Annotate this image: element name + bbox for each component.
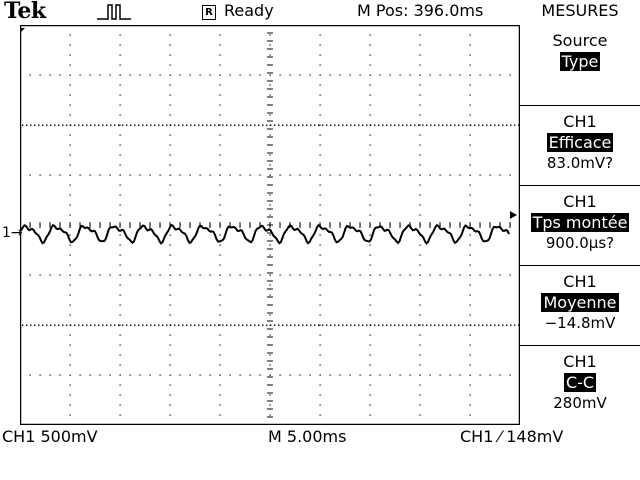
measure-4-button[interactable]: CH1 C-C 280mV	[520, 345, 640, 423]
measure-3-button[interactable]: CH1 Moyenne −14.8mV	[520, 265, 640, 343]
measure-2-button[interactable]: CH1 Tps montée 900.0µs?	[520, 185, 640, 263]
button-label: CH1	[563, 352, 597, 371]
trigger-pulse-icon	[97, 4, 131, 20]
status-text: Ready	[224, 1, 274, 20]
run-state-icon: R	[202, 5, 216, 20]
button-selection: Efficace	[546, 133, 614, 152]
acquisition-status: R Ready	[202, 1, 274, 20]
measure-value: 280mV	[553, 394, 607, 412]
button-selection: Type	[559, 52, 601, 71]
measure-value: −14.8mV	[544, 314, 616, 332]
trigger-readout: CH1 ⁄ 148mV	[460, 427, 564, 446]
button-label: Source	[552, 31, 608, 50]
brand-logo: Tek	[4, 0, 46, 24]
measure-value: 900.0µs?	[545, 234, 615, 252]
ch1-vertical-scale: CH1 500mV	[2, 427, 98, 446]
measure-1-button[interactable]: CH1 Efficace 83.0mV?	[520, 105, 640, 183]
horizontal-position: M Pos: 396.0ms	[357, 1, 484, 20]
button-label: CH1	[563, 192, 597, 211]
button-selection: Tps montée	[530, 213, 630, 232]
measure-source-type-button[interactable]: Source Type	[520, 25, 640, 103]
button-label: CH1	[563, 272, 597, 291]
status-bar: Tek R Ready M Pos: 396.0ms MESURES	[0, 0, 640, 24]
button-selection: Moyenne	[541, 293, 619, 312]
menu-title: MESURES	[541, 1, 619, 20]
measure-value: 83.0mV?	[546, 154, 614, 172]
trigger-level-marker	[510, 211, 517, 219]
waveform-display	[20, 25, 520, 425]
button-label: CH1	[563, 112, 597, 131]
button-selection: C-C	[563, 373, 597, 392]
ch1-waveform	[20, 223, 510, 245]
measure-menu: Source Type CH1 Efficace 83.0mV? CH1 Tps…	[520, 25, 640, 425]
timebase-readout: M 5.00ms	[268, 427, 347, 446]
graticule	[20, 25, 520, 425]
bottom-status-bar: CH1 500mV M 5.00ms CH1 ⁄ 148mV	[0, 427, 640, 449]
trigger-position-marker	[20, 28, 25, 33]
ch1-ground-marker: 1→	[2, 225, 23, 241]
